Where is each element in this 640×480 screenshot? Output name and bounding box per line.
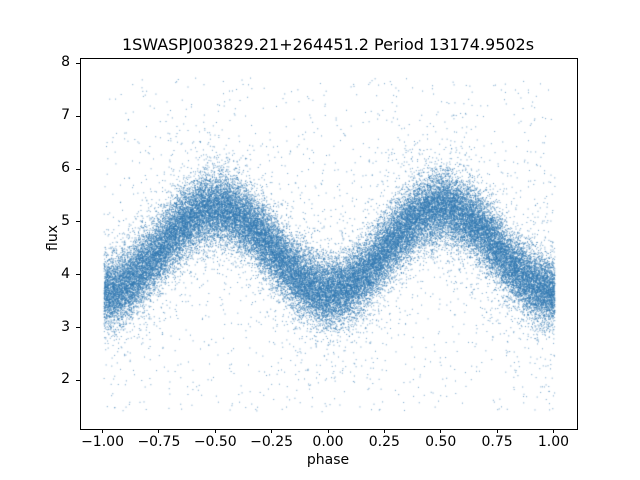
- y-tick-label: 3: [61, 318, 70, 335]
- x-tick-mark: [214, 429, 216, 433]
- x-tick-mark: [496, 429, 498, 433]
- x-tick-label: 0.75: [481, 434, 513, 450]
- chart-title: 1SWASPJ003829.21+264451.2 Period 13174.9…: [121, 35, 535, 54]
- y-tick-label: 6: [61, 160, 70, 176]
- scatter-points-canvas: [81, 59, 577, 429]
- y-tick-label: 4: [61, 265, 70, 282]
- y-tick-label: 5: [61, 212, 70, 229]
- x-tick-mark: [383, 429, 385, 433]
- y-tick-mark: [76, 327, 80, 329]
- x-tick-mark: [327, 429, 329, 433]
- y-tick-label: 8: [61, 54, 70, 71]
- x-tick-label: −0.25: [250, 434, 294, 450]
- x-tick-label: −1.00: [81, 434, 124, 450]
- x-tick-mark: [271, 429, 273, 433]
- x-tick-mark: [102, 429, 104, 433]
- plot-area: [80, 58, 578, 430]
- x-tick-label: −0.50: [193, 434, 237, 450]
- y-tick-mark: [76, 115, 80, 117]
- x-tick-label: −0.75: [137, 434, 181, 450]
- x-tick-mark: [158, 429, 160, 433]
- x-tick-label: 0.00: [312, 434, 344, 450]
- y-tick-mark: [76, 221, 80, 223]
- x-tick-mark: [552, 429, 554, 433]
- x-tick-label: 0.50: [425, 434, 457, 450]
- x-tick-label: 1.00: [537, 434, 570, 450]
- y-axis-label: flux: [45, 225, 61, 251]
- x-axis-label: phase: [306, 452, 350, 468]
- y-tick-mark: [76, 62, 80, 64]
- y-tick-mark: [76, 379, 80, 381]
- y-tick-mark: [76, 168, 80, 170]
- y-tick-label: 2: [61, 371, 70, 388]
- y-tick-mark: [76, 274, 80, 276]
- y-tick-label: 7: [61, 107, 70, 124]
- x-tick-label: 0.25: [368, 434, 400, 450]
- x-tick-mark: [440, 429, 442, 433]
